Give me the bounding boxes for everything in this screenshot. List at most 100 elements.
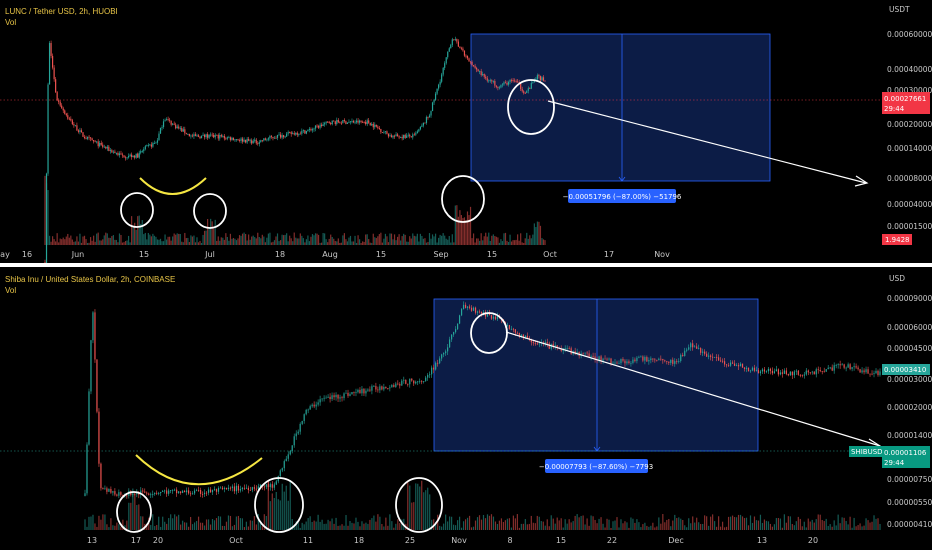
shib-volume-bar [188,526,190,530]
shib-volume-bar [721,521,724,530]
shib-candle-body [375,386,377,390]
shib-x-tick-label: 20 [808,536,818,545]
lunc-candle-body [515,81,517,82]
lunc-candle-body [428,115,431,118]
shib-candle-body [676,361,678,362]
lunc-measure-box[interactable] [470,33,771,182]
lunc-candle-body [93,140,95,142]
shib-candle-body [811,371,813,373]
lunc-candle-body [109,150,111,151]
shib-price-tag-value: 0.00001106 [884,449,927,457]
shib-volume-bar [209,524,212,530]
shib-candle-body [393,384,395,387]
shib-volume-bar [265,515,267,530]
shib-candle-body [819,370,821,372]
lunc-volume-bar [343,233,345,245]
lunc-candle-body [457,41,459,47]
lunc-candle-body [305,131,307,134]
lunc-volume-bar [378,234,380,245]
shib-candle-body [150,494,152,496]
lunc-candle-body [237,139,239,141]
lunc-volume-bar [161,241,163,245]
lunc-volume-bar [257,232,259,245]
lunc-candle-body [494,80,496,86]
lunc-candle-body [401,136,403,139]
lunc-volume-bar [82,236,84,245]
lunc-candle-body [362,121,364,123]
shib-volume-bar [331,518,333,530]
shib-candle-body [285,458,287,462]
lunc-volume-bar [214,219,216,245]
lunc-volume-bar [149,234,151,245]
shib-candle-body [207,489,210,493]
shib-volume-bar [229,515,232,530]
shib-candle-body [588,353,590,357]
lunc-candle-body [97,141,99,147]
lunc-volume-bar [252,235,254,245]
shib-candle-body [710,355,712,357]
lunc-volume-bar [225,233,227,245]
shib-volume-bar [140,516,142,530]
lunc-candle-body [176,126,178,129]
lunc-volume-bar [156,239,159,245]
shib-volume-bar [311,521,313,530]
shib-candle-body [403,379,405,381]
shib-candle-body [154,492,156,495]
shib-candle-body [267,484,269,488]
lunc-candle-body [203,134,206,138]
lunc-volume-bar [355,242,358,245]
shib-volume-bar [775,518,777,530]
shib-volume-bar [170,514,172,530]
lunc-volume-bar [188,242,190,245]
shib-candle-body [668,361,670,363]
shib-volume-bar [528,523,530,530]
shib-volume-bar [662,514,664,530]
lunc-candle-body [301,130,303,134]
shib-candle-body [319,399,321,403]
shib-candle-body [522,334,524,338]
shib-volume-bar [628,527,630,530]
shib-volume-bar [789,516,791,530]
shib-candle-body [88,391,90,445]
shib-candle-body [494,316,497,320]
lunc-candle-body [257,143,259,145]
shib-candle-body [225,487,228,490]
shib-candle-body [757,370,760,374]
shib-volume-bar [367,523,369,530]
lunc-volume-bar [89,237,92,245]
shib-candle-body [108,489,110,492]
shib-volume-bar [213,520,216,530]
shib-volume-bar [120,526,122,530]
lunc-candle-body [194,134,197,136]
shib-volume-bar [749,515,752,530]
lunc-volume-bar [258,237,260,245]
shib-volume-bar [861,526,863,530]
lunc-candle-body [86,136,89,139]
lunc-volume-bar [48,235,51,245]
lunc-candle-body [254,139,256,141]
lunc-candle-body [501,84,504,86]
shib-measure-box[interactable] [433,298,759,452]
shib-candle-body [453,332,455,335]
shib-volume-bar [122,519,124,530]
lunc-candle-body [150,144,152,147]
shib-candle-body [144,491,146,493]
lunc-candle-body [211,134,213,136]
lunc-candle-body [390,135,393,138]
shib-candle-body [263,486,265,488]
shib-candle-body [526,335,528,338]
lunc-volume-bar [387,242,390,245]
shib-candle-body [743,367,746,369]
panel-divider[interactable] [0,263,932,267]
lunc-volume-bar [248,234,250,245]
shib-candle-body [877,370,879,376]
lunc-candle-body [231,137,233,140]
lunc-candle-body [324,123,326,125]
lunc-candle-body [202,134,204,136]
shib-volume-bar [855,526,857,530]
shib-volume-bar [506,518,509,530]
lunc-candle-body [542,77,545,81]
shib-volume-bar [636,519,638,530]
lunc-candle-body [377,126,379,128]
shib-volume-bar [299,527,301,530]
